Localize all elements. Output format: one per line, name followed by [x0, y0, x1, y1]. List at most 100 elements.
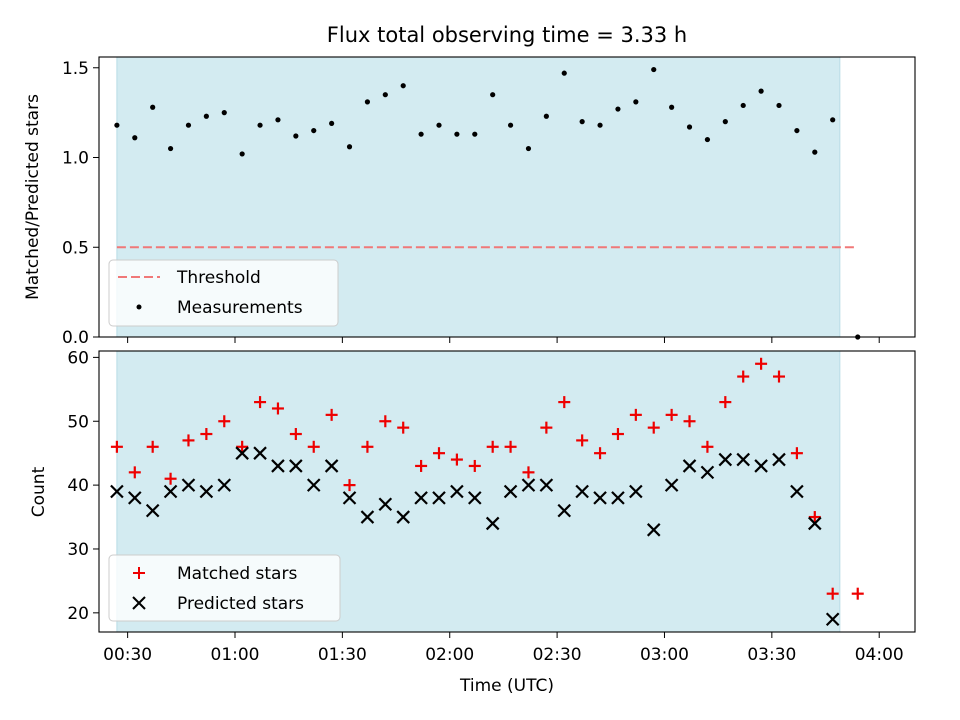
matched-stars-point: [128, 466, 141, 479]
matched-stars-point: [647, 421, 660, 434]
predicted-stars-point: [324, 459, 339, 473]
measurement-point: [364, 99, 371, 105]
matched-stars-point: [325, 408, 338, 421]
predicted-stars-point: [342, 491, 357, 505]
predicted-stars-point: [199, 484, 214, 499]
chart-title: Flux total observing time = 3.33 h: [327, 23, 687, 47]
measurement-point: [346, 144, 353, 150]
x-axis-label: Time (UTC): [459, 676, 554, 696]
top-legend: Threshold Measurements: [108, 259, 339, 327]
predicted-stars-point: [163, 484, 178, 499]
matched-stars-point: [629, 408, 642, 421]
bottom-y-tick-label: 50: [67, 412, 89, 432]
matched-stars-point: [164, 472, 177, 485]
measurement-point: [686, 124, 693, 130]
predicted-stars-point: [557, 503, 572, 518]
predicted-stars-point: [360, 510, 375, 524]
predicted-stars-point: [253, 446, 267, 460]
bottom-axes-frame: [98, 350, 916, 633]
bottom-y-tick-label: 40: [67, 476, 89, 496]
x-tick-label: 02:30: [533, 645, 582, 665]
predicted-stars-point: [646, 523, 661, 537]
top-y-tick-label: 0.0: [62, 328, 89, 348]
matched-stars-point: [808, 511, 821, 524]
predicted-stars-point: [772, 452, 786, 467]
x-tick-label: 03:00: [640, 645, 689, 665]
measurement-point: [615, 106, 621, 112]
legend-predicted-swatch: [132, 596, 146, 610]
measurement-point: [758, 88, 764, 94]
x-tick-label: 02:00: [425, 645, 474, 665]
matched-stars-point: [236, 440, 249, 453]
predicted-stars-point: [128, 491, 142, 505]
predicted-stars-point: [289, 459, 303, 473]
matched-stars-point: [665, 408, 678, 421]
measurement-point: [329, 120, 335, 127]
predicted-stars-point: [468, 491, 482, 505]
matched-stars-point: [200, 428, 213, 441]
matched-stars-point: [361, 440, 374, 453]
legend-measurements-swatch: [136, 304, 142, 310]
x-tick-label: 00:30: [103, 645, 152, 665]
measurement-point: [669, 104, 675, 110]
predicted-stars-point: [664, 478, 679, 492]
predicted-stars-point: [110, 484, 124, 499]
top-axes-frame: [98, 56, 916, 338]
predicted-stars-point: [378, 497, 393, 512]
measurement-point: [794, 127, 800, 134]
measurement-point: [418, 131, 424, 137]
predicted-stars-point: [450, 484, 464, 499]
matched-stars-point: [415, 459, 428, 472]
measurement-point: [221, 110, 227, 116]
measurement-point: [651, 66, 657, 73]
predicted-stars-point: [700, 465, 715, 480]
matched-stars-point: [576, 434, 589, 447]
measurement-point: [132, 135, 138, 141]
matched-stars-point: [450, 453, 463, 466]
measurement-point: [454, 131, 460, 137]
measurement-point: [203, 113, 209, 119]
measurement-point: [561, 70, 567, 76]
predicted-stars-point: [575, 484, 589, 499]
x-tick-label: 03:30: [747, 645, 796, 665]
legend-measurements-label: Measurements: [177, 298, 303, 318]
matched-stars-point: [851, 587, 864, 600]
matched-stars-point: [379, 415, 392, 428]
bottom-legend: Matched stars Predicted stars: [108, 554, 341, 622]
matched-stars-point: [468, 459, 481, 472]
predicted-stars-point: [521, 478, 536, 492]
top-y-tick-label: 1.0: [62, 149, 89, 169]
measurement-point: [722, 119, 728, 125]
matched-stars-point: [146, 440, 159, 453]
bottom-y-tick-label: 60: [67, 348, 89, 368]
matched-stars-point: [343, 479, 356, 492]
predicted-stars-point: [629, 484, 643, 499]
measurement-point: [597, 122, 603, 128]
predicted-stars-point: [718, 452, 733, 467]
matched-stars-point: [271, 402, 284, 415]
predicted-stars-point: [825, 612, 840, 627]
measurement-point: [525, 145, 532, 152]
predicted-stars-point: [306, 478, 321, 492]
measurement-point: [776, 102, 782, 109]
bottom-panel: 20 30 40 50 60 00:30 01:00 01:30 02:00 02:30 03:00…: [29, 348, 916, 696]
measurement-point: [830, 117, 836, 123]
top-y-tick-label: 1.5: [62, 59, 89, 79]
matched-stars-point: [110, 440, 123, 453]
predicted-stars-point: [396, 510, 410, 524]
matched-stars-point: [397, 421, 410, 434]
measurement-point: [257, 122, 263, 128]
top-y-tick-label: 0.5: [62, 238, 89, 258]
measurement-point: [579, 119, 585, 125]
predicted-stars-point: [145, 503, 160, 518]
bottom-y-tick-label: 20: [67, 604, 89, 624]
predicted-stars-point: [271, 459, 285, 473]
predicted-stars-point: [503, 484, 518, 499]
predicted-stars-point: [593, 491, 607, 505]
x-tick-label: 04:00: [855, 645, 904, 665]
matched-stars-point: [486, 440, 499, 453]
legend-predicted-label: Predicted stars: [177, 594, 304, 614]
predicted-stars-point: [539, 478, 554, 492]
measurement-point: [185, 122, 192, 128]
matched-stars-point: [558, 396, 571, 409]
